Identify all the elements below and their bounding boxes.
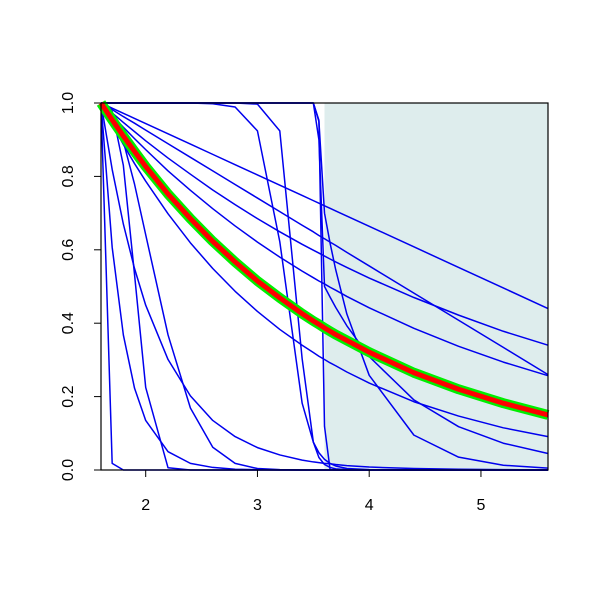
y-tick-label: 0.4 bbox=[60, 312, 77, 334]
y-tick-label: 0.8 bbox=[60, 165, 77, 187]
series-line bbox=[100, 102, 549, 377]
y-tick-label: 0.6 bbox=[60, 239, 77, 261]
y-tick-label: 1.0 bbox=[60, 92, 77, 114]
y-tick-label: 0.0 bbox=[60, 459, 77, 481]
series-line bbox=[100, 102, 549, 376]
series-line bbox=[100, 102, 549, 438]
series-line bbox=[100, 102, 549, 346]
x-tick-label: 2 bbox=[141, 497, 150, 514]
series-line bbox=[100, 102, 549, 471]
series-line bbox=[100, 102, 549, 310]
y-tick-label: 0.2 bbox=[60, 385, 77, 407]
series-line bbox=[98, 101, 549, 418]
x-tick-label: 5 bbox=[476, 497, 485, 514]
x-tick-label: 4 bbox=[365, 497, 374, 514]
shaded-region bbox=[324, 103, 548, 470]
x-tick-label: 3 bbox=[253, 497, 262, 514]
